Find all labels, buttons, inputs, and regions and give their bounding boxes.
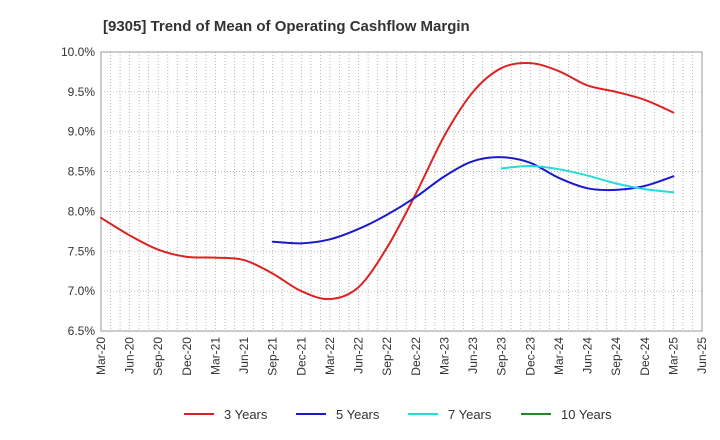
x-tick-label: Dec-22 (409, 337, 423, 376)
series-line-7-years (500, 164, 675, 194)
y-tick-label: 9.0% (68, 125, 96, 139)
plot-area (100, 51, 703, 332)
grid (101, 52, 702, 331)
y-tick-label: 7.5% (68, 244, 96, 258)
x-tick-label: Sep-24 (609, 337, 623, 376)
x-tick-label: Mar-24 (552, 337, 566, 375)
x-tick-label: Jun-24 (581, 337, 595, 374)
x-tick-label: Sep-22 (380, 337, 394, 376)
legend: 3 Years 5 Years 7 Years 10 Years (184, 407, 612, 422)
x-tick-label: Mar-25 (666, 337, 680, 375)
x-tick-label: Sep-20 (151, 337, 165, 376)
legend-label-7-years: 7 Years (448, 407, 492, 422)
x-axis: Mar-20 Jun-20 Sep-20 Dec-20 Mar-21 Jun-21 Sep-… (94, 337, 709, 376)
x-tick-label: Jun-23 (466, 337, 480, 374)
x-tick-label: Jun-20 (123, 337, 137, 374)
x-tick-label: Jun-21 (237, 337, 251, 374)
x-tick-label: Mar-23 (437, 337, 451, 375)
x-tick-label: Dec-23 (523, 337, 537, 376)
x-tick-label: Mar-22 (323, 337, 337, 375)
y-axis: 6.5% 7.0% 7.5% 8.0% 8.5% 9.0% 9.5% 10.0% (61, 45, 95, 338)
series-line-3-years (100, 62, 675, 301)
y-tick-label: 9.5% (68, 85, 96, 99)
x-tick-label: Dec-24 (638, 337, 652, 376)
legend-label-3-years: 3 Years (224, 407, 268, 422)
x-tick-label: Jun-25 (695, 337, 709, 374)
y-tick-label: 8.5% (68, 165, 96, 179)
series-line-5-years (271, 156, 675, 245)
legend-label-5-years: 5 Years (336, 407, 380, 422)
x-tick-label: Dec-21 (294, 337, 308, 376)
x-tick-label: Mar-20 (94, 337, 108, 375)
y-tick-label: 6.5% (68, 324, 96, 338)
x-tick-label: Mar-21 (208, 337, 222, 375)
y-tick-label: 10.0% (61, 45, 95, 59)
x-tick-label: Jun-22 (352, 337, 366, 374)
x-tick-label: Sep-23 (495, 337, 509, 376)
y-tick-label: 8.0% (68, 204, 96, 218)
series-lines (100, 62, 675, 301)
chart-title: [9305] Trend of Mean of Operating Cashfl… (103, 18, 470, 35)
x-tick-label: Sep-21 (266, 337, 280, 376)
x-tick-label: Dec-20 (180, 337, 194, 376)
y-tick-label: 7.0% (68, 284, 96, 298)
legend-label-10-years: 10 Years (561, 407, 612, 422)
